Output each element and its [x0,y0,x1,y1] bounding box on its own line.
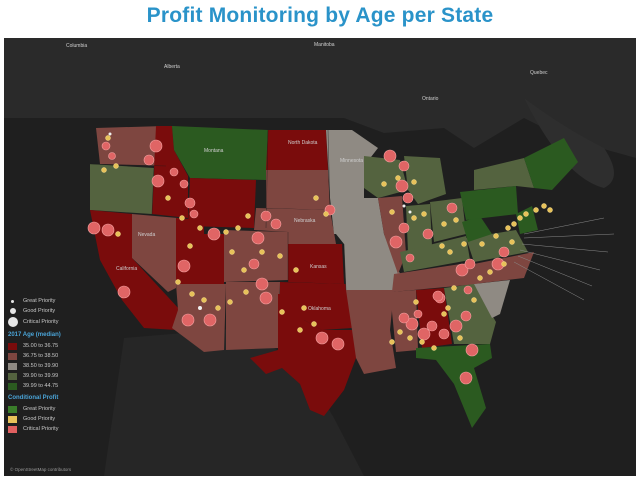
state-pennsylvania[interactable] [460,186,518,220]
legend-label: Good Priority [23,416,56,422]
label-california: California [116,266,137,272]
state-west-virginia[interactable] [462,216,492,242]
swatch-icon [8,382,17,390]
map-svg[interactable]: Columbia Alberta Manitoba Ontario Quebec… [4,38,636,476]
size-dot-icon [8,317,18,327]
legend-label: Critical Priority [23,319,59,325]
state-south-carolina[interactable] [474,280,510,318]
swatch-icon [8,352,17,360]
critical-priority-markers[interactable] [87,139,510,385]
swatch-icon [8,362,17,370]
state-south-dakota[interactable] [266,170,330,210]
legend-label: Good Priority [23,308,56,314]
swatch-icon [8,342,17,350]
state-minnesota[interactable] [326,130,378,198]
map-legend: Great Priority Good Priority Critical Pr… [8,296,108,434]
size-dot-icon [11,299,14,303]
state-nevada[interactable] [132,214,178,292]
label-manitoba: Manitoba [314,42,335,48]
state-montana[interactable] [172,126,268,180]
legend-age-item: 39.90 to 39.99 [8,371,108,381]
map-canvas[interactable]: Columbia Alberta Manitoba Ontario Quebec… [4,38,636,476]
legend-label: Great Priority [23,298,56,304]
page-title: Profit Monitoring by Age per State [146,4,494,27]
canada-landmass [4,38,636,158]
label-quebec: Quebec [530,70,548,76]
state-michigan[interactable] [404,156,446,204]
label-nebraska: Nebraska [294,218,316,224]
state-new-york[interactable] [474,158,534,190]
legend-label: Critical Priority [23,426,59,432]
state-arkansas[interactable] [346,290,394,330]
callout-lines [513,217,615,301]
state-colorado[interactable] [224,230,288,282]
state-california[interactable] [90,210,180,330]
label-ontario: Ontario [422,96,439,102]
state-kentucky[interactable] [400,236,470,272]
state-florida[interactable] [416,344,492,428]
state-north-dakota[interactable] [266,130,328,170]
state-nebraska[interactable] [254,208,336,244]
great-priority-markers[interactable] [108,132,412,311]
label-oklahoma: Oklahoma [308,306,331,312]
legend-size-good: Good Priority [8,306,108,316]
state-texas[interactable] [250,294,356,416]
state-mid-atlantic[interactable] [516,206,538,234]
us-states [90,126,578,428]
legend-label: 39.99 to 44.75 [23,383,59,389]
state-north-carolina[interactable] [474,252,534,284]
legend-age-item: 35.00 to 36.75 [8,341,108,351]
state-new-england[interactable] [524,138,578,190]
swatch-icon [8,425,17,433]
legend-profit-item: Good Priority [8,414,108,424]
legend-profit-title: Conditional Profit [8,395,59,401]
profit-markers[interactable] [87,132,553,385]
state-virginia[interactable] [466,230,528,262]
label-minnesota: Minnesota [340,158,363,164]
legend-profit-item: Great Priority [8,404,108,414]
size-dot-icon [10,308,16,314]
legend-age-title: 2017 Age (median) [8,332,61,338]
legend-age-item: 38.50 to 39.90 [8,361,108,371]
legend-label: 36.75 to 38.50 [23,353,59,359]
map-credit[interactable]: © OpenStreetMap contributors [10,467,72,472]
legend-label: 38.50 to 39.90 [23,363,59,369]
label-montana: Montana [204,148,224,154]
state-arizona[interactable] [172,284,226,352]
legend-age-item: 39.99 to 44.75 [8,381,108,391]
state-wyoming[interactable] [188,178,256,228]
state-new-mexico[interactable] [226,282,280,350]
label-north-dakota: North Dakota [288,140,318,146]
legend-profit-item: Critical Priority [8,424,108,434]
great-lakes-shadow [524,98,614,188]
label-nevada: Nevada [138,232,155,238]
swatch-icon [8,405,17,413]
label-alberta: Alberta [164,64,180,70]
legend-age-item: 36.75 to 38.50 [8,351,108,361]
state-iowa[interactable] [330,198,384,234]
swatch-icon [8,372,17,380]
legend-size-critical: Critical Priority [8,316,108,328]
map-labels: Columbia Alberta Manitoba Ontario Quebec… [66,42,548,312]
legend-label: 35.00 to 36.75 [23,343,59,349]
label-columbia: Columbia [66,43,87,49]
legend-size-great: Great Priority [8,296,108,306]
legend-label: Great Priority [23,406,56,412]
legend-label: 39.90 to 39.99 [23,373,59,379]
state-missouri[interactable] [336,234,400,290]
state-kansas[interactable] [288,244,344,284]
state-illinois[interactable] [378,196,406,274]
state-louisiana[interactable] [352,330,396,374]
state-oregon[interactable] [90,164,154,214]
swatch-icon [8,415,17,423]
good-priority-markers[interactable] [101,135,553,351]
label-kansas: Kansas [310,264,327,270]
